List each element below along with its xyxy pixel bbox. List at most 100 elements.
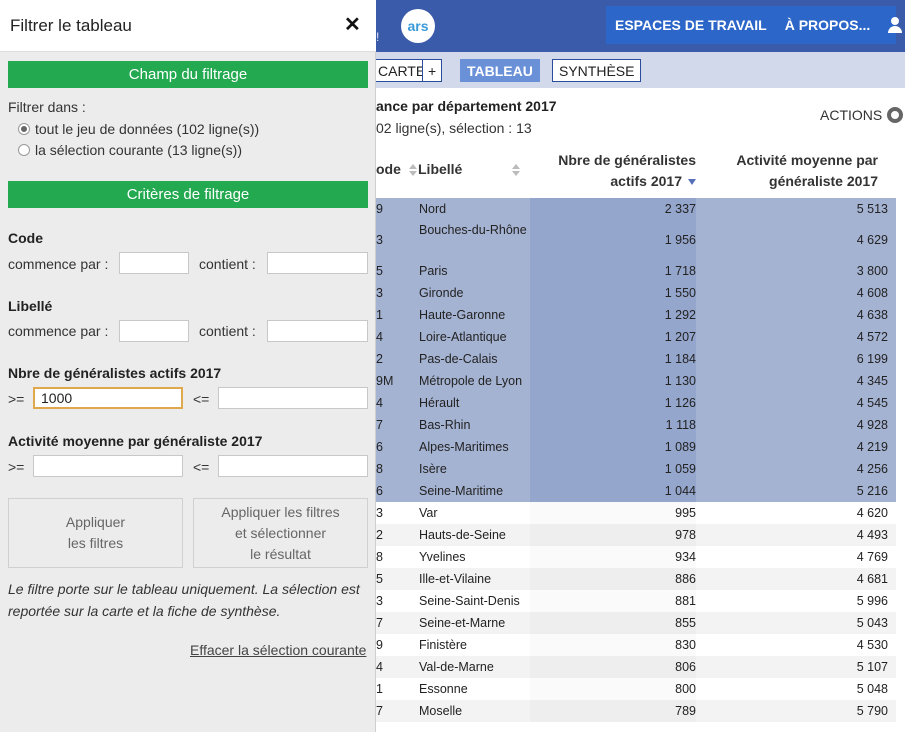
table-row[interactable]: 8 Yvelines 934 4 769 (376, 546, 896, 568)
cell-nbre-generalistes: 806 (675, 660, 696, 674)
cell-code: 4 (376, 396, 383, 410)
radio-current-selection[interactable]: la sélection courante (13 ligne(s)) (18, 142, 242, 158)
cell-nbre-generalistes: 886 (675, 572, 696, 586)
tab-add[interactable]: + (422, 59, 443, 82)
libelle-label: Libellé (8, 298, 53, 314)
table-row[interactable]: 3 Gironde 1 550 4 608 (376, 282, 896, 304)
cell-libelle: Pas-de-Calais (419, 352, 498, 366)
user-icon[interactable] (888, 17, 903, 33)
cell-code: 3 (376, 286, 383, 300)
sort-icon (512, 164, 521, 177)
cell-activite: 4 681 (856, 572, 888, 586)
table-row[interactable]: 5 Ille-et-Vilaine 886 4 681 (376, 568, 896, 590)
cell-code: 1 (376, 682, 383, 696)
table-row[interactable]: 7 Moselle 789 5 790 (376, 700, 896, 722)
cell-nbre-generalistes: 1 044 (664, 484, 696, 498)
cell-libelle: Paris (419, 264, 448, 278)
table-row[interactable]: 5 Paris 1 718 3 800 (376, 260, 896, 282)
cell-nbre-generalistes: 1 184 (664, 352, 696, 366)
table-row[interactable]: 9 Finistère 830 4 530 (376, 634, 896, 656)
table-row[interactable]: 8 Isère 1 059 4 256 (376, 458, 896, 480)
cell-code: 2 (376, 528, 383, 542)
col-header-generalistes[interactable]: Nbre de généralistes actifs 2017 (558, 152, 696, 189)
table-row[interactable]: 7 Bas-Rhin 1 118 4 928 (376, 414, 896, 436)
generalistes-max-input[interactable] (218, 387, 368, 409)
cell-code: 6 (376, 484, 383, 498)
col-header-activite[interactable]: Activité moyenne par généraliste 2017 (736, 152, 878, 189)
table-row[interactable]: 9 Nord 2 337 5 513 (376, 198, 896, 220)
table-row[interactable]: 1 Essonne 800 5 048 (376, 678, 896, 700)
col-header-libelle[interactable]: Libellé (418, 161, 521, 177)
radio-button-checked[interactable] (18, 123, 30, 135)
cell-nbre-generalistes: 1 059 (664, 462, 696, 476)
code-starts-label: commence par : (8, 256, 109, 272)
cell-code: 9M (376, 374, 394, 388)
cell-libelle: Haute-Garonne (419, 308, 506, 322)
logo-suffix: ! (376, 30, 380, 44)
table-row[interactable]: 3 Var 995 4 620 (376, 502, 896, 524)
cell-nbre-generalistes: 1 956 (664, 233, 696, 247)
cell-nbre-generalistes: 978 (675, 528, 696, 542)
table-row[interactable]: 1 Haute-Garonne 1 292 4 638 (376, 304, 896, 326)
gear-icon (887, 107, 904, 123)
section-criteres: Critères de filtrage (8, 181, 368, 208)
table-title: ance par département 2017 (376, 98, 557, 114)
tab-tableau[interactable]: TABLEAU (460, 59, 540, 82)
cell-nbre-generalistes: 1 130 (664, 374, 696, 388)
libelle-starts-input[interactable] (119, 320, 189, 342)
cell-libelle: Alpes-Maritimes (419, 440, 509, 454)
table-row[interactable]: 6 Alpes-Maritimes 1 089 4 219 (376, 436, 896, 458)
activite-max-input[interactable] (218, 455, 368, 477)
cell-nbre-generalistes: 1 718 (664, 264, 696, 278)
actions-menu[interactable]: ACTIONS (820, 107, 904, 123)
cell-nbre-generalistes: 1 207 (664, 330, 696, 344)
cell-activite: 5 216 (856, 484, 888, 498)
radio-all-dataset[interactable]: tout le jeu de données (102 ligne(s)) (18, 121, 259, 137)
table-row[interactable]: 6 Seine-Maritime 1 044 5 216 (376, 480, 896, 502)
table-row[interactable]: 3 Seine-Saint-Denis 881 5 996 (376, 590, 896, 612)
cell-nbre-generalistes: 934 (675, 550, 696, 564)
table-row[interactable]: 4 Hérault 1 126 4 545 (376, 392, 896, 414)
sort-icon (408, 164, 417, 177)
nav-a-propos[interactable]: À PROPOS... (784, 17, 871, 33)
cell-nbre-generalistes: 800 (675, 682, 696, 696)
table-row[interactable]: 9M Métropole de Lyon 1 130 4 345 (376, 370, 896, 392)
cell-code: 8 (376, 550, 383, 564)
generalistes-min-input[interactable] (33, 387, 183, 409)
cell-code: 2 (376, 352, 383, 366)
libelle-contains-input[interactable] (267, 320, 368, 342)
table-row[interactable]: 4 Loire-Atlantique 1 207 4 572 (376, 326, 896, 348)
table-row[interactable]: 4 Val-de-Marne 806 5 107 (376, 656, 896, 678)
table-row[interactable]: 3 Bouches-du-Rhône 1 956 4 629 (376, 220, 896, 260)
cell-activite: 4 629 (856, 233, 888, 247)
clear-selection-link[interactable]: Effacer la sélection courante (190, 642, 367, 658)
cell-nbre-generalistes: 1 126 (664, 396, 696, 410)
table-body: 9 Nord 2 337 5 513 3 Bouches-du-Rhône 1 956 4 6… (0, 198, 905, 732)
cell-code: 3 (376, 506, 383, 520)
tab-synthese[interactable]: SYNTHÈSE (552, 59, 642, 82)
nav-espaces-de-travail[interactable]: ESPACES DE TRAVAIL (615, 17, 767, 33)
cell-libelle: Bouches-du-Rhône (419, 223, 527, 237)
table-row[interactable]: 7 Seine-et-Marne 855 5 043 (376, 612, 896, 634)
apply-filters-button[interactable]: Appliquer les filtres (8, 498, 183, 568)
col-header-code[interactable]: ode (376, 161, 417, 177)
table-row[interactable]: 2 Pas-de-Calais 1 184 6 199 (376, 348, 896, 370)
activite-min-input[interactable] (33, 455, 183, 477)
cell-libelle: Finistère (419, 638, 467, 652)
code-contains-input[interactable] (267, 252, 368, 274)
ars-logo[interactable]: ars (401, 9, 435, 43)
close-icon[interactable]: ✕ (344, 14, 361, 36)
radio-button[interactable] (18, 144, 30, 156)
cell-activite: 6 199 (856, 352, 888, 366)
cell-nbre-generalistes: 1 089 (664, 440, 696, 454)
table-row[interactable]: 2 Hauts-de-Seine 978 4 493 (376, 524, 896, 546)
cell-activite: 4 493 (856, 528, 888, 542)
apply-and-select-button[interactable]: Appliquer les filtres et sélectionner le… (193, 498, 368, 568)
cell-activite: 4 530 (856, 638, 888, 652)
cell-libelle: Nord (419, 202, 447, 216)
cell-libelle: Yvelines (419, 550, 466, 564)
cell-activite: 5 996 (856, 594, 888, 608)
cell-libelle: Seine-et-Marne (419, 616, 506, 630)
code-starts-input[interactable] (119, 252, 189, 274)
cell-activite: 4 219 (856, 440, 888, 454)
